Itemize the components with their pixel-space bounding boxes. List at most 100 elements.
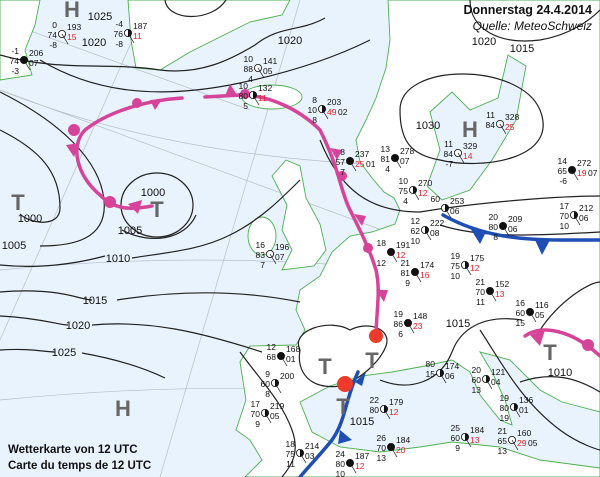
station-tendency: 12 [396,250,406,260]
station-value: 86 [394,319,404,329]
station-value: -7 [445,159,453,169]
station-value: -6 [559,176,567,186]
station-pressure: 270 [418,178,432,188]
station-value: 70 [251,409,261,419]
wind-barb-icon [485,378,493,390]
station-code: 05 [270,411,280,421]
station-value: 60 [516,308,526,318]
isobar-label: 1010 [548,367,572,379]
station-code: 07 [400,156,410,166]
wind-barb-icon [299,452,307,464]
station-value: 83 [256,250,266,260]
station-value: 84 [486,120,496,130]
map-title: Donnerstag 24.4.2014 [463,3,592,17]
station-value: 65 [558,166,568,176]
wind-barb-icon [499,123,507,135]
station-value: -4 [115,19,123,29]
isobar-label: 1015 [510,43,534,55]
low-pressure-center: T [150,197,164,222]
station-value: 4 [403,196,408,206]
high-pressure-center: H [462,117,478,142]
isobar-label: 1020 [66,320,90,332]
station-value: 8 [312,95,317,105]
station-pressure: 219 [270,401,284,411]
station-value: 80 [370,405,380,415]
station-value: 12 [377,258,387,268]
station-value: 11 [476,297,485,307]
isobar-label: 1020 [82,37,106,49]
station-pressure: 272 [577,158,591,168]
station-value: 25 [451,423,461,433]
station-value: 10 [239,81,249,91]
station-value: 24 [336,449,346,459]
wind-barb-icon [383,408,391,420]
station-tendency: 12 [418,188,428,198]
station-value: 10 [244,54,254,64]
station-value: 17 [560,201,570,211]
wind-barb-icon [274,382,282,394]
station-value: 8 [493,232,498,242]
station-value: 74 [48,30,58,40]
station-code: 02 [338,107,348,117]
station-code: 06 [579,213,589,223]
station-value: 75 [399,186,409,196]
wind-barb-icon [61,33,69,45]
station-value: 19 [500,393,510,403]
map-source: Quelle: MeteoSchweiz [472,19,592,33]
station-value: 10 [399,176,409,186]
station-value: 81 [401,268,411,278]
station-tendency: 13 [495,289,505,299]
isobar-label: 1025 [52,347,76,359]
station-value: 70 [560,211,570,221]
station-value: 0 [52,20,57,30]
station-tendency: 20 [396,445,406,455]
station-pressure: 191 [396,240,410,250]
low-pressure-center: T [11,190,25,215]
station-value: 75 [451,261,461,271]
station-code: 01 [366,159,376,169]
wind-barb-icon [264,412,272,424]
wind-barb-icon [457,152,465,164]
station-value: 6 [398,329,403,339]
wind-barb-icon [444,207,452,219]
station-value: 4 [248,74,253,84]
station-code: 05 [528,438,538,448]
station-pressure: 179 [389,397,403,407]
station-value: 9 [265,369,270,379]
station-pressure: 132 [258,83,272,93]
station-value: 20 [489,212,499,222]
ireland [247,216,277,256]
station-value: 12 [267,342,277,352]
station-value: 60 [472,375,482,385]
station-value: 10 [411,236,421,246]
station-pressure: 237 [355,149,369,159]
station-value: -1 [11,46,19,56]
station-value: 76 [114,29,124,39]
great-britain [271,159,327,271]
station-value: 74 [10,56,20,66]
station-pressure: 203 [327,97,341,107]
station-value: 13 [377,453,387,463]
front-symbols [66,84,594,444]
station-value: 22 [370,395,380,405]
station-pressure: 206 [29,48,43,58]
station-pressure: 175 [470,253,484,263]
station-tendency: 25 [505,122,515,132]
station-value: 10 [560,221,570,231]
station-code: 01 [286,354,296,364]
caption-french: Carte du temps de 12 UTC [8,460,152,472]
station-value: 9 [455,443,460,453]
station-tendency: 12 [355,461,365,471]
